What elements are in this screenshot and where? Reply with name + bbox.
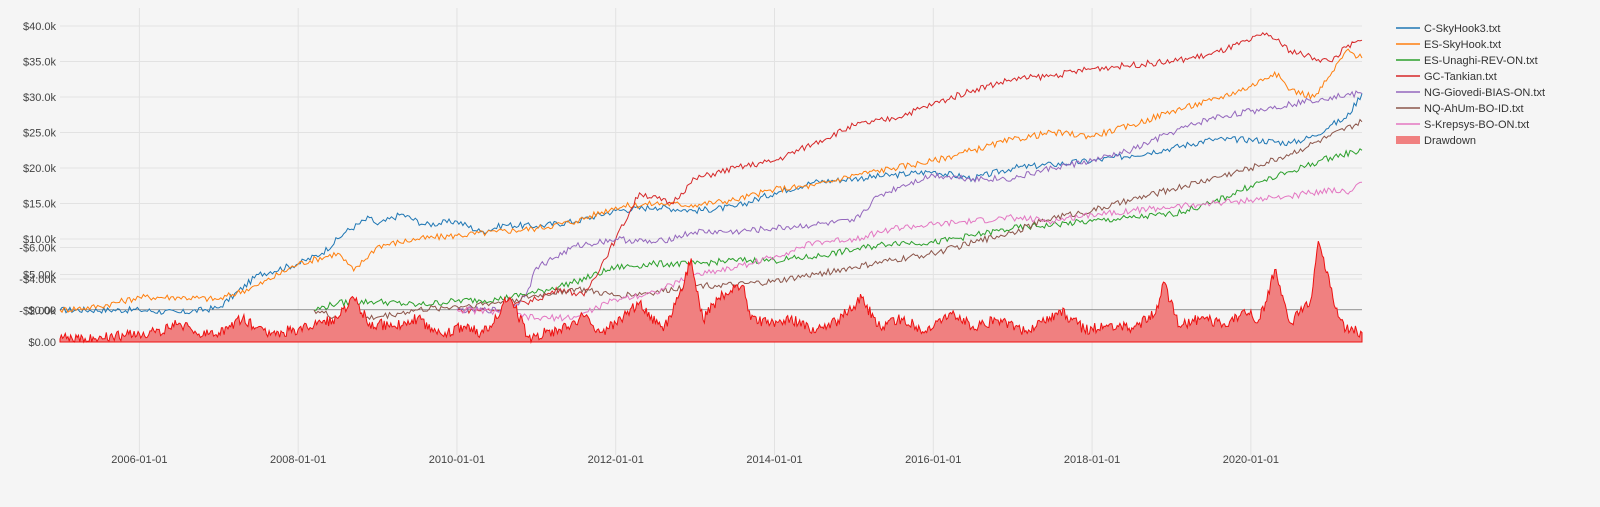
x-tick-label: 2014-01-01	[746, 454, 802, 466]
series-line-c-skyhook3	[59, 93, 1363, 315]
legend-item[interactable]: Drawdown	[1396, 135, 1476, 147]
legend-label: ES-Unaghi-REV-ON.txt	[1424, 55, 1538, 67]
legend-label: ES-SkyHook.txt	[1424, 39, 1501, 51]
legend-label: Drawdown	[1424, 135, 1476, 147]
legend-item[interactable]: C-SkyHook3.txt	[1396, 23, 1500, 35]
series-line-es-unaghi-rev-on	[313, 148, 1363, 311]
legend[interactable]: C-SkyHook3.txt ES-SkyHook.txt ES-Unaghi-RE…	[1396, 23, 1545, 147]
legend-item[interactable]: NQ-AhUm-BO-ID.txt	[1396, 103, 1524, 115]
legend-item[interactable]: NG-Giovedi-BIAS-ON.txt	[1396, 87, 1545, 99]
legend-label: C-SkyHook3.txt	[1424, 23, 1500, 35]
legend-item[interactable]: ES-SkyHook.txt	[1396, 39, 1501, 51]
drawdown-y-tick-label: -$6.00k	[19, 243, 56, 255]
equity-y-tick-label: $15.0k	[23, 199, 57, 211]
drawdown-y-tick-label: -$4.00k	[19, 274, 56, 286]
equity-series	[59, 32, 1363, 323]
legend-swatch	[1396, 136, 1420, 144]
drawdown-series	[59, 241, 1363, 344]
legend-item[interactable]: ES-Unaghi-REV-ON.txt	[1396, 55, 1538, 67]
x-tick-label: 2008-01-01	[270, 454, 326, 466]
equity-y-tick-label: $30.0k	[23, 92, 57, 104]
legend-label: S-Krepsys-BO-ON.txt	[1424, 119, 1529, 131]
legend-label: NG-Giovedi-BIAS-ON.txt	[1424, 87, 1545, 99]
equity-y-tick-label: $25.0k	[23, 128, 57, 140]
legend-label: NQ-AhUm-BO-ID.txt	[1424, 103, 1524, 115]
equity-y-tick-label: $35.0k	[23, 57, 57, 69]
x-tick-label: 2016-01-01	[905, 454, 961, 466]
axes: 2006-01-01 2008-01-01 2010-01-01 2012-01-01…	[19, 21, 1279, 466]
x-tick-label: 2012-01-01	[588, 454, 644, 466]
series-line-ng-giovedi-bias-on	[456, 90, 1363, 314]
equity-y-tick-label: $20.0k	[23, 163, 57, 175]
drawdown-area	[59, 241, 1363, 344]
legend-item[interactable]: S-Krepsys-BO-ON.txt	[1396, 119, 1529, 131]
x-tick-label: 2010-01-01	[429, 454, 485, 466]
equity-y-tick-label: $10.0k	[23, 234, 57, 246]
series-line-s-krepsys-bo-on	[456, 181, 1363, 323]
legend-item[interactable]: GC-Tankian.txt	[1396, 71, 1497, 83]
equity-y-tick-label: $0.00	[28, 305, 56, 317]
drawdown-y-tick-label: $0.00	[28, 337, 56, 349]
legend-label: GC-Tankian.txt	[1424, 71, 1497, 83]
series-line-es-skyhook	[59, 48, 1363, 314]
x-tick-label: 2020-01-01	[1223, 454, 1279, 466]
drawdown-y-tick-label: -$2.00k	[19, 306, 56, 318]
equity-y-tick-label: $5.00k	[23, 270, 57, 282]
series-line-nq-ahum-bo-id	[313, 118, 1363, 322]
equity-y-tick-label: $40.0k	[23, 21, 57, 33]
x-tick-label: 2018-01-01	[1064, 454, 1120, 466]
series-line-gc-tankian	[456, 32, 1363, 315]
x-tick-label: 2006-01-01	[111, 454, 167, 466]
